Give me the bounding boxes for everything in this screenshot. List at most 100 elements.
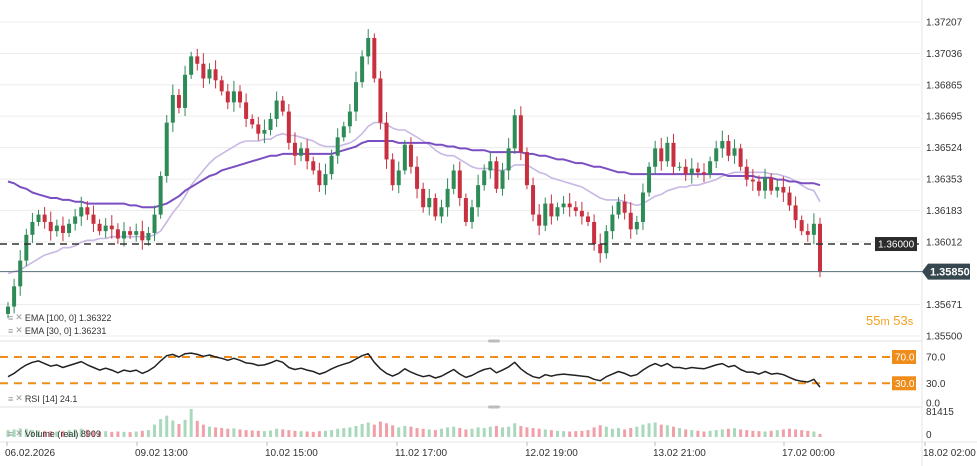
volume-legend[interactable]: ≡ ✕ Volume (real) 8909 [8,428,101,439]
menu-icon[interactable]: ≡ [8,428,13,439]
candle-body [811,223,816,235]
candle-body [305,148,310,162]
volume-bar [549,430,553,437]
candle-body [354,82,358,112]
price-grid [0,0,923,466]
volume-bar [372,424,376,437]
candle-body [726,141,731,156]
volume-bar [226,428,230,437]
reference-price-tag [875,237,917,252]
reference-price-label: 1.36000 [878,240,915,251]
candle-body [695,168,700,173]
volume-bar [812,431,816,437]
menu-icon[interactable]: ≡ [8,312,13,323]
volume-bar [348,427,352,437]
candle-body [506,148,511,171]
time-axis[interactable]: 06.02.2026 09.02 13:00 10.02 15:00 11.02 17… [0,441,977,459]
volume-bar [287,430,291,437]
candle-body [451,170,456,189]
candle-body [335,137,340,156]
ema30-legend[interactable]: ≡ ✕ EMA [30, 0] 1.36231 [8,325,106,336]
candle-body [390,159,395,186]
volume-bar [195,420,199,437]
candle-body [415,166,420,189]
volume-bar [12,429,16,437]
volume-bar [623,429,627,437]
ema100-legend-label: EMA [100, 0] 1.36322 [24,312,112,323]
volume-bar [446,427,450,437]
volume-bar [617,428,621,437]
volume-bar [775,430,779,437]
volume-bar [67,430,71,437]
volume-bar [293,430,297,437]
candle-body [604,231,609,254]
volume-bar [403,425,407,437]
candle-body [378,78,383,123]
volume-bar [159,419,163,437]
ema30-line [7,121,821,275]
volume-bar [183,419,187,437]
volume-bar [690,430,694,437]
volume-bar [269,430,273,437]
candle-body [647,166,652,193]
close-icon[interactable]: ✕ [15,393,22,403]
candle-body [360,56,365,83]
volume-bar [562,431,566,437]
volume-bar [165,415,169,437]
ema100-legend[interactable]: ≡ ✕ EMA [100, 0] 1.36322 [8,312,111,323]
candle-body [793,205,798,221]
candle-body [561,203,566,208]
candle-body [689,168,694,175]
volume-bar [214,427,218,437]
volume-bar [116,431,120,437]
volume-bar [171,420,175,437]
current-price-label: 1.35850 [930,267,970,279]
volume-bar [739,429,743,437]
time-tick-label: 12.02 19:00 [525,448,578,459]
volume-bar [244,430,248,437]
menu-icon[interactable]: ≡ [8,325,13,336]
candle-body [610,214,615,232]
close-icon[interactable]: ✕ [15,325,22,335]
volume-bar [207,426,211,437]
volume-bar [635,426,639,437]
candle-body [311,161,316,171]
candle-body [268,118,273,130]
volume-bar [769,430,773,437]
candle-body [91,214,96,224]
volume-bar [323,430,327,437]
price-tick-label: 1.36183 [926,206,963,217]
volume-bar [385,423,389,437]
menu-icon[interactable]: ≡ [8,393,13,404]
volume-bar [342,428,346,437]
candle-body [97,223,102,232]
volume-legend-label: Volume (real) 8909 [24,428,101,439]
candle-body [183,74,188,108]
candle-body [189,56,194,75]
volume-bar [391,425,395,437]
close-icon[interactable]: ✕ [15,312,22,322]
volume-bar [580,430,584,437]
candle-body [555,207,560,217]
volume-bar [543,429,547,437]
candle-body [299,148,304,156]
volume-bar [641,424,645,437]
volume-bar [574,431,578,437]
volume-bar [513,423,517,437]
close-icon[interactable]: ✕ [15,428,22,438]
volume-bar [671,426,675,437]
candle-body [207,69,212,79]
price-axis[interactable]: 1.37207 1.37036 1.36865 1.36695 1.36524 1.363… [926,18,963,343]
time-tick-label: 06.02.2026 [5,448,55,459]
rsi-legend[interactable]: ≡ ✕ RSI [14] 24.1 [8,393,77,404]
volume-bar [678,428,682,437]
candle-body [195,56,200,64]
volume-bar [439,428,443,437]
candle-body [738,148,743,167]
volume-bar [659,424,663,437]
volume-bar [250,430,254,437]
pane-separators[interactable] [0,339,922,409]
volume-bar [110,431,114,437]
candle-body [85,207,90,215]
